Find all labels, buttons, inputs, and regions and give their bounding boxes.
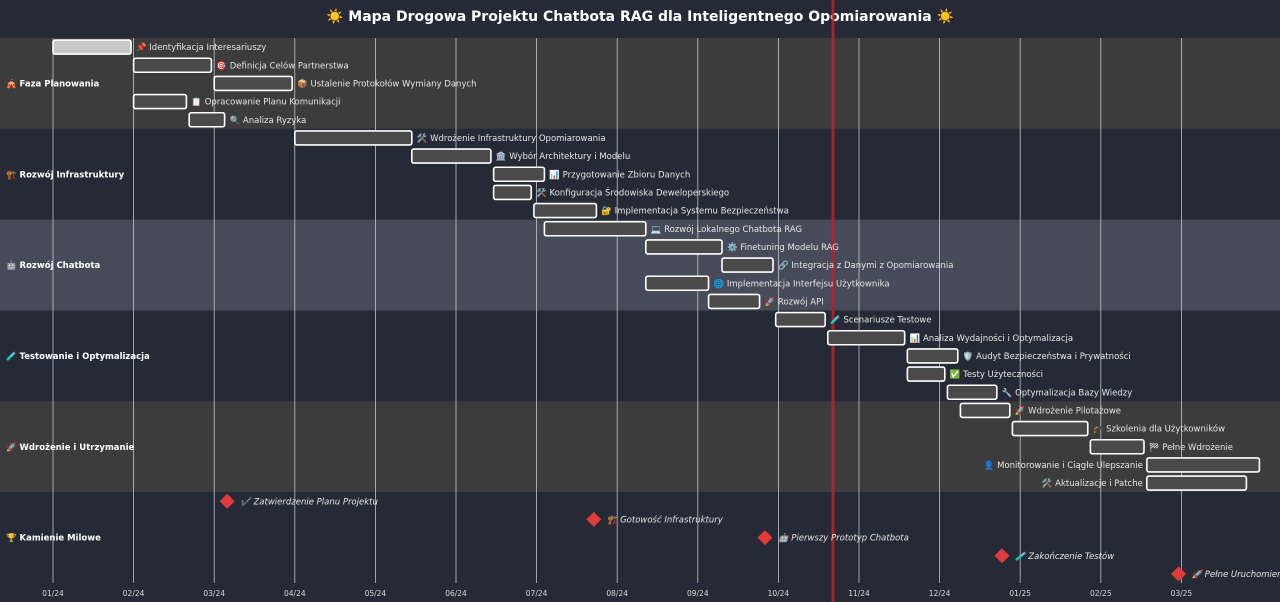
- milestone-label: 🧪 Zakończenie Testów: [1014, 551, 1114, 562]
- task-label: 🔍 Analiza Ryzyka: [230, 114, 307, 126]
- milestone-marker: [994, 548, 1010, 564]
- task-label: 🛠️ Wdrożenie Infrastruktury Opomiarowani…: [417, 133, 606, 144]
- task-label: ⚙️ Finetuning Modelu RAG: [727, 242, 839, 253]
- phase-label: 🏆 Kamienie Milowe: [6, 533, 101, 544]
- x-tick-label: 09/24: [687, 589, 709, 598]
- task-bar: [1146, 457, 1261, 473]
- x-tick-label: 06/24: [445, 589, 467, 598]
- task-bar: [492, 166, 546, 183]
- task-bar: [410, 148, 492, 164]
- task-bar: [533, 202, 598, 219]
- x-tick-label: 03/24: [203, 589, 225, 598]
- task-label: 🚀 Wdrożenie Pilotażowe: [1015, 405, 1121, 416]
- task-bar: [492, 184, 533, 201]
- task-bar: [1011, 420, 1089, 437]
- task-label: 🔧 Optymalizacja Bazy Wiedzy: [1002, 387, 1133, 398]
- milestone-label: 🤖 Pierwszy Prototyp Chatbota: [778, 533, 909, 544]
- task-label: 📊 Przygotowanie Zbioru Danych: [549, 169, 690, 180]
- task-bar: [644, 275, 710, 292]
- x-tick-label: 12/24: [929, 589, 951, 598]
- milestone-marker: [219, 493, 235, 509]
- task-bar: [52, 39, 132, 55]
- x-tick-label: 02/25: [1090, 589, 1112, 598]
- milestone-label: 🏗️ Gotowość Infrastruktury: [607, 514, 724, 525]
- task-bar: [644, 239, 723, 255]
- task-bar: [707, 293, 761, 310]
- task-label: 🎓 Szkolenia dla Użytkowników: [1093, 424, 1225, 435]
- task-label: 🚀 Rozwój API: [765, 296, 824, 307]
- milestone-marker: [757, 530, 773, 546]
- phase-label: 🏗️ Rozwój Infrastruktury: [6, 169, 125, 180]
- task-label: 👤 Monitorowanie i Ciągłe Ulepszanie: [984, 460, 1143, 471]
- task-bar: [906, 348, 959, 364]
- phase-label: 🧪 Testowanie i Optymalizacja: [6, 351, 150, 362]
- task-label: 🏛️ Wybór Architektury i Modelu: [496, 151, 630, 162]
- task-bar: [1146, 475, 1248, 491]
- phase-band: [0, 401, 1280, 493]
- task-label: 🏁 Pełne Wdrożenie: [1149, 442, 1233, 453]
- milestone-label: ✔️ Zatwierdzenie Planu Projektu: [239, 496, 378, 507]
- task-bar: [774, 311, 826, 328]
- task-bar: [132, 93, 188, 110]
- task-label: 💻 Rozwój Lokalnego Chatbota RAG: [651, 224, 802, 235]
- task-label: 🌐 Implementacja Interfejsu Użytkownika: [714, 278, 890, 289]
- task-label: 📌 Identyfikacja Interesariuszy: [136, 42, 266, 53]
- x-tick-label: 05/24: [365, 589, 387, 598]
- task-label: 🛠️ Konfiguracja Środowiska Deweloperskie…: [536, 186, 729, 198]
- task-bar: [826, 329, 906, 346]
- task-bar: [946, 384, 998, 401]
- phase-label: 🚀 Wdrożenie i Utrzymanie: [6, 442, 135, 453]
- milestone-label: 🚀 Pełne Uruchomienie: [1192, 569, 1280, 580]
- milestone-marker: [586, 511, 602, 527]
- task-bar: [906, 366, 946, 382]
- x-tick-label: 01/25: [1009, 589, 1031, 598]
- chart-title: ☀️ Mapa Drogowa Projektu Chatbota RAG dl…: [325, 9, 955, 25]
- task-label: 📊 Analiza Wydajności i Optymalizacja: [910, 333, 1073, 344]
- task-bar: [188, 111, 226, 128]
- task-label: 📦 Ustalenie Protokołów Wymiany Danych: [297, 78, 476, 89]
- task-bar: [213, 75, 293, 92]
- task-label: 📋 Opracowanie Planu Komunikacji: [191, 97, 340, 108]
- task-bar: [543, 220, 647, 237]
- phase-label: 🤖 Rozwój Chatbota: [6, 260, 101, 271]
- phase-band: [0, 310, 1280, 402]
- x-tick-label: 07/24: [526, 589, 548, 598]
- milestone-marker: [1171, 566, 1187, 582]
- task-bar: [293, 130, 413, 146]
- x-tick-label: 10/24: [768, 589, 790, 598]
- task-bar: [721, 257, 774, 273]
- phase-band: [0, 492, 1280, 583]
- task-label: 🎯 Definicja Celów Partnerstwa: [216, 60, 348, 71]
- task-bar: [132, 57, 213, 74]
- x-tick-label: 02/24: [123, 589, 145, 598]
- x-tick-label: 03/25: [1171, 589, 1193, 598]
- task-label: 🛡️ Audyt Bezpieczeństwa i Prywatności: [963, 351, 1131, 362]
- x-tick-label: 11/24: [848, 589, 870, 598]
- x-tick-label: 01/24: [42, 589, 64, 598]
- task-bar: [1089, 438, 1145, 455]
- task-label: ✅ Testy Użyteczności: [950, 369, 1043, 380]
- task-label: 🔐 Implementacja Systemu Bezpieczeństwa: [601, 206, 788, 217]
- task-label: 🔗 Integracja z Danymi z Opomiarowania: [778, 260, 953, 271]
- phase-band: [0, 128, 1280, 220]
- task-label: 🧪 Scenariusze Testowe: [830, 315, 931, 326]
- phase-label: 🎪 Faza Planowania: [6, 78, 100, 89]
- x-tick-label: 08/24: [606, 589, 628, 598]
- task-bar: [959, 402, 1011, 419]
- x-tick-label: 04/24: [284, 589, 306, 598]
- task-label: 🛠️ Aktualizacje i Patche: [1042, 478, 1143, 489]
